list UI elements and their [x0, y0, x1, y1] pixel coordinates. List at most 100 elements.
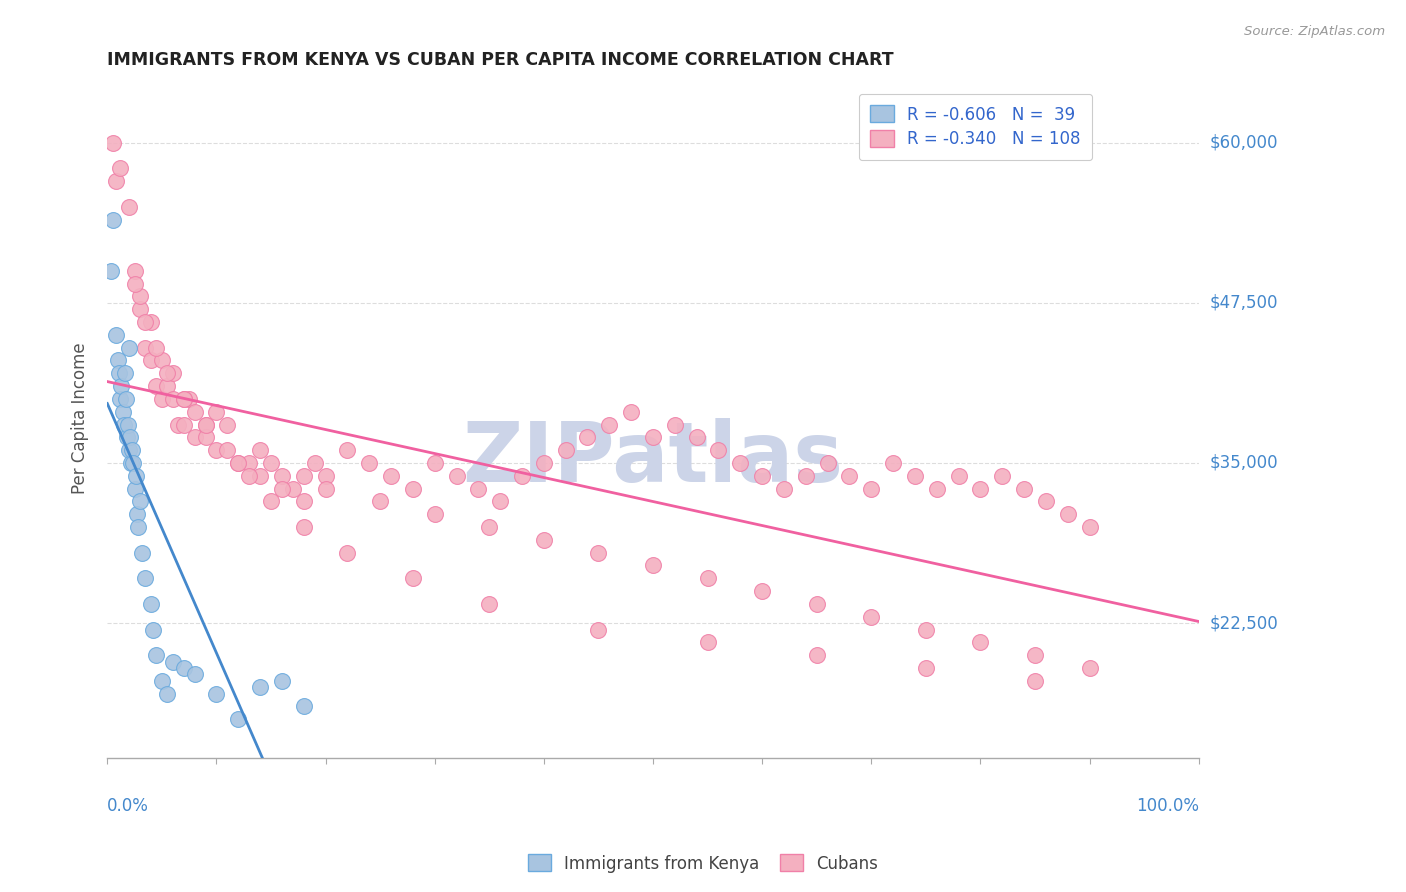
Point	[588, 546, 610, 560]
Point	[120, 456, 142, 470]
Point	[121, 443, 143, 458]
Point	[620, 405, 643, 419]
Point	[145, 648, 167, 662]
Point	[271, 468, 294, 483]
Point	[120, 430, 142, 444]
Point	[129, 302, 152, 317]
Point	[1078, 661, 1101, 675]
Text: 0.0%: 0.0%	[107, 797, 149, 814]
Point	[162, 392, 184, 406]
Point	[304, 456, 326, 470]
Point	[751, 584, 773, 599]
Point	[882, 456, 904, 470]
Point	[118, 443, 141, 458]
Point	[226, 456, 249, 470]
Point	[205, 443, 228, 458]
Point	[1024, 673, 1046, 688]
Point	[380, 468, 402, 483]
Point	[914, 623, 936, 637]
Point	[124, 482, 146, 496]
Point	[110, 161, 132, 176]
Point	[118, 341, 141, 355]
Point	[292, 699, 315, 714]
Point	[139, 315, 162, 329]
Point	[598, 417, 620, 432]
Point	[948, 468, 970, 483]
Point	[478, 520, 501, 534]
Text: $35,000: $35,000	[1209, 454, 1278, 472]
Point	[641, 430, 664, 444]
Point	[260, 494, 283, 508]
Point	[122, 456, 145, 470]
Point	[205, 405, 228, 419]
Point	[773, 482, 796, 496]
Point	[124, 264, 146, 278]
Point	[183, 405, 205, 419]
Point	[1078, 520, 1101, 534]
Point	[217, 443, 239, 458]
Point	[838, 468, 860, 483]
Point	[194, 417, 217, 432]
Point	[194, 417, 217, 432]
Point	[134, 341, 156, 355]
Point	[751, 468, 773, 483]
Point	[110, 392, 132, 406]
Text: 100.0%: 100.0%	[1136, 797, 1199, 814]
Point	[696, 635, 718, 649]
Point	[467, 482, 489, 496]
Point	[423, 456, 446, 470]
Point	[271, 482, 294, 496]
Point	[423, 507, 446, 521]
Point	[271, 673, 294, 688]
Point	[794, 468, 817, 483]
Point	[806, 597, 828, 611]
Point	[129, 494, 152, 508]
Point	[173, 661, 195, 675]
Point	[315, 468, 337, 483]
Point	[1056, 507, 1078, 521]
Text: $22,500: $22,500	[1209, 614, 1278, 632]
Point	[860, 609, 883, 624]
Point	[108, 366, 131, 380]
Point	[127, 520, 149, 534]
Legend: Immigrants from Kenya, Cubans: Immigrants from Kenya, Cubans	[522, 847, 884, 880]
Text: Source: ZipAtlas.com: Source: ZipAtlas.com	[1244, 25, 1385, 38]
Point	[205, 687, 228, 701]
Point	[292, 494, 315, 508]
Text: $60,000: $60,000	[1209, 134, 1278, 152]
Point	[129, 289, 152, 303]
Point	[117, 417, 139, 432]
Point	[359, 456, 381, 470]
Point	[101, 136, 124, 150]
Point	[914, 661, 936, 675]
Point	[533, 456, 555, 470]
Point	[281, 482, 304, 496]
Point	[991, 468, 1014, 483]
Point	[641, 558, 664, 573]
Point	[139, 597, 162, 611]
Point	[925, 482, 948, 496]
Point	[173, 392, 195, 406]
Point	[131, 546, 153, 560]
Point	[124, 277, 146, 291]
Point	[249, 680, 271, 694]
Point	[101, 212, 124, 227]
Point	[238, 456, 260, 470]
Legend: R = -0.606   N =  39, R = -0.340   N = 108: R = -0.606 N = 39, R = -0.340 N = 108	[859, 94, 1092, 160]
Point	[588, 623, 610, 637]
Point	[336, 546, 359, 560]
Point	[249, 443, 271, 458]
Point	[105, 174, 128, 188]
Point	[124, 468, 146, 483]
Point	[156, 366, 179, 380]
Point	[114, 366, 136, 380]
Text: ZIPatlas: ZIPatlas	[463, 418, 844, 500]
Point	[446, 468, 468, 483]
Point	[576, 430, 599, 444]
Point	[100, 264, 122, 278]
Point	[145, 341, 167, 355]
Y-axis label: Per Capita Income: Per Capita Income	[72, 343, 89, 494]
Point	[118, 200, 141, 214]
Point	[696, 571, 718, 585]
Point	[533, 533, 555, 547]
